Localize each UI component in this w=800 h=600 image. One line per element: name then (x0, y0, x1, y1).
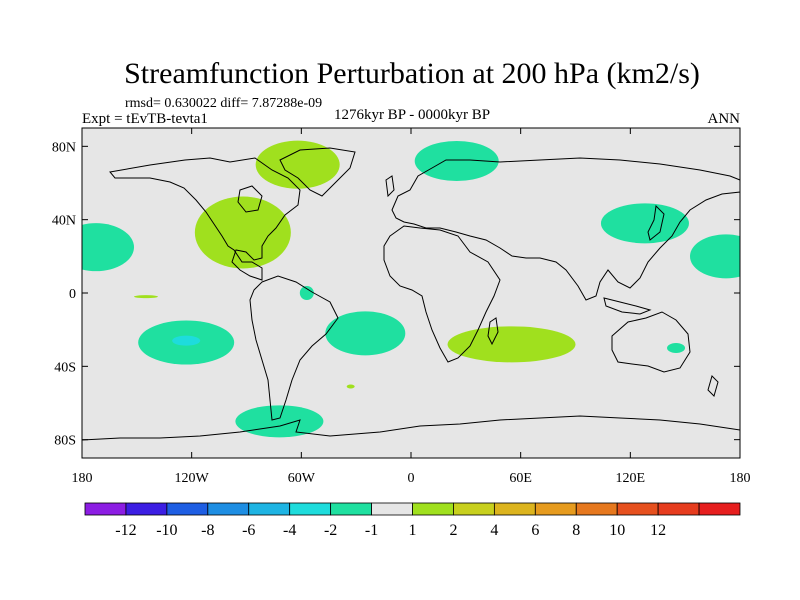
coast-australia (611, 311, 691, 373)
colorbar-swatch-6 (330, 502, 372, 516)
colorbar-label-10: 6 (531, 522, 539, 539)
colorbar-swatch-4 (248, 502, 291, 516)
anomaly-12 (299, 286, 314, 300)
colorbar-swatch-7 (371, 502, 413, 516)
x-tick-label-3: 0 (408, 471, 415, 486)
x-tick-label-5: 120E (616, 471, 646, 486)
x-tick-label-4: 60E (509, 471, 532, 486)
x-tick-label-0: 180 (72, 471, 93, 486)
colorbar-label-5: -2 (324, 522, 337, 539)
anomaly-1 (690, 234, 740, 279)
coast-madagascar (487, 317, 499, 346)
colorbar-swatch-11 (534, 502, 577, 516)
colorbar-swatch-9 (453, 502, 495, 516)
x-tick-label-2: 60W (288, 471, 316, 486)
colorbar-swatch-14 (657, 502, 700, 516)
anomaly-8 (325, 311, 406, 356)
coast-greenland (279, 147, 356, 197)
y-tick-label-2: 0 (69, 287, 76, 302)
coastlines (81, 147, 741, 441)
map-plot (81, 127, 741, 459)
colorbar-swatch-15 (698, 502, 741, 516)
season-label: ANN (708, 111, 741, 127)
period-label: 1276kyr BP - 0000kyr BP (334, 107, 490, 123)
colorbar-swatch-0 (84, 502, 127, 516)
anomaly-7 (172, 335, 201, 346)
colorbar-swatch-13 (616, 502, 659, 516)
y-tick-label-4: 80S (54, 434, 76, 449)
colorbar-label-1: -10 (156, 522, 177, 539)
coast-new-zealand (707, 375, 719, 397)
x-tick-label-1: 120W (175, 471, 210, 486)
colorbar-label-12: 10 (609, 522, 625, 539)
chart-title: Streamfunction Perturbation at 200 hPa (… (124, 57, 700, 90)
anomaly-layer (82, 140, 740, 438)
axes: 180 120W 60W 0 60E 120E 180 80N 40N 0 40S 80S (52, 128, 751, 486)
anomaly-4 (414, 141, 499, 181)
x-tick-label-6: 180 (730, 471, 751, 486)
colorbar-label-13: 12 (650, 522, 666, 539)
colorbar-label-7: 1 (409, 522, 417, 539)
coast-uk (385, 175, 395, 198)
coast-japan (647, 204, 665, 241)
anomaly-14 (346, 384, 355, 389)
coast-north-america (109, 157, 301, 281)
colorbar-swatch-1 (125, 502, 168, 516)
anomaly-5 (600, 203, 689, 244)
colorbar-label-3: -6 (242, 522, 255, 539)
colorbar-label-4: -4 (283, 522, 296, 539)
colorbar: -12 -10 -8 -6 -4 -2 -1 1 2 4 6 8 10 12 (84, 502, 741, 539)
colorbar-label-0: -12 (115, 522, 136, 539)
stats-label: rmsd= 0.630022 diff= 7.87288e-09 (125, 96, 322, 111)
coast-africa (383, 225, 501, 363)
coast-eurasia (391, 157, 741, 301)
colorbar-swatch-2 (166, 502, 209, 516)
colorbar-label-8: 2 (449, 522, 457, 539)
y-tick-label-0: 80N (52, 140, 76, 155)
coast-south-america (249, 275, 339, 421)
colorbar-swatch-8 (412, 502, 454, 516)
colorbar-label-9: 4 (490, 522, 498, 539)
colorbar-label-6: -1 (365, 522, 378, 539)
colorbar-swatch-3 (207, 502, 250, 516)
anomaly-3 (255, 140, 340, 189)
y-tick-label-1: 40N (52, 214, 76, 229)
colorbar-swatch-5 (289, 502, 332, 516)
anomaly-2 (194, 196, 291, 269)
colorbar-label-11: 8 (572, 522, 580, 539)
colorbar-swatch-12 (575, 502, 618, 516)
anomaly-0 (82, 223, 134, 272)
coast-hudson-bay (237, 185, 263, 213)
experiment-label: Expt = tEvTB-tevta1 (82, 111, 208, 127)
anomaly-13 (133, 295, 158, 299)
colorbar-swatch-10 (493, 502, 536, 516)
anomaly-10 (235, 405, 324, 438)
map-background (82, 128, 740, 458)
coast-indonesia (603, 297, 652, 315)
colorbar-label-2: -8 (201, 522, 214, 539)
coast-antarctica (81, 415, 741, 441)
anomaly-9 (447, 326, 576, 363)
anomaly-11 (667, 343, 686, 353)
y-tick-label-3: 40S (54, 360, 76, 375)
